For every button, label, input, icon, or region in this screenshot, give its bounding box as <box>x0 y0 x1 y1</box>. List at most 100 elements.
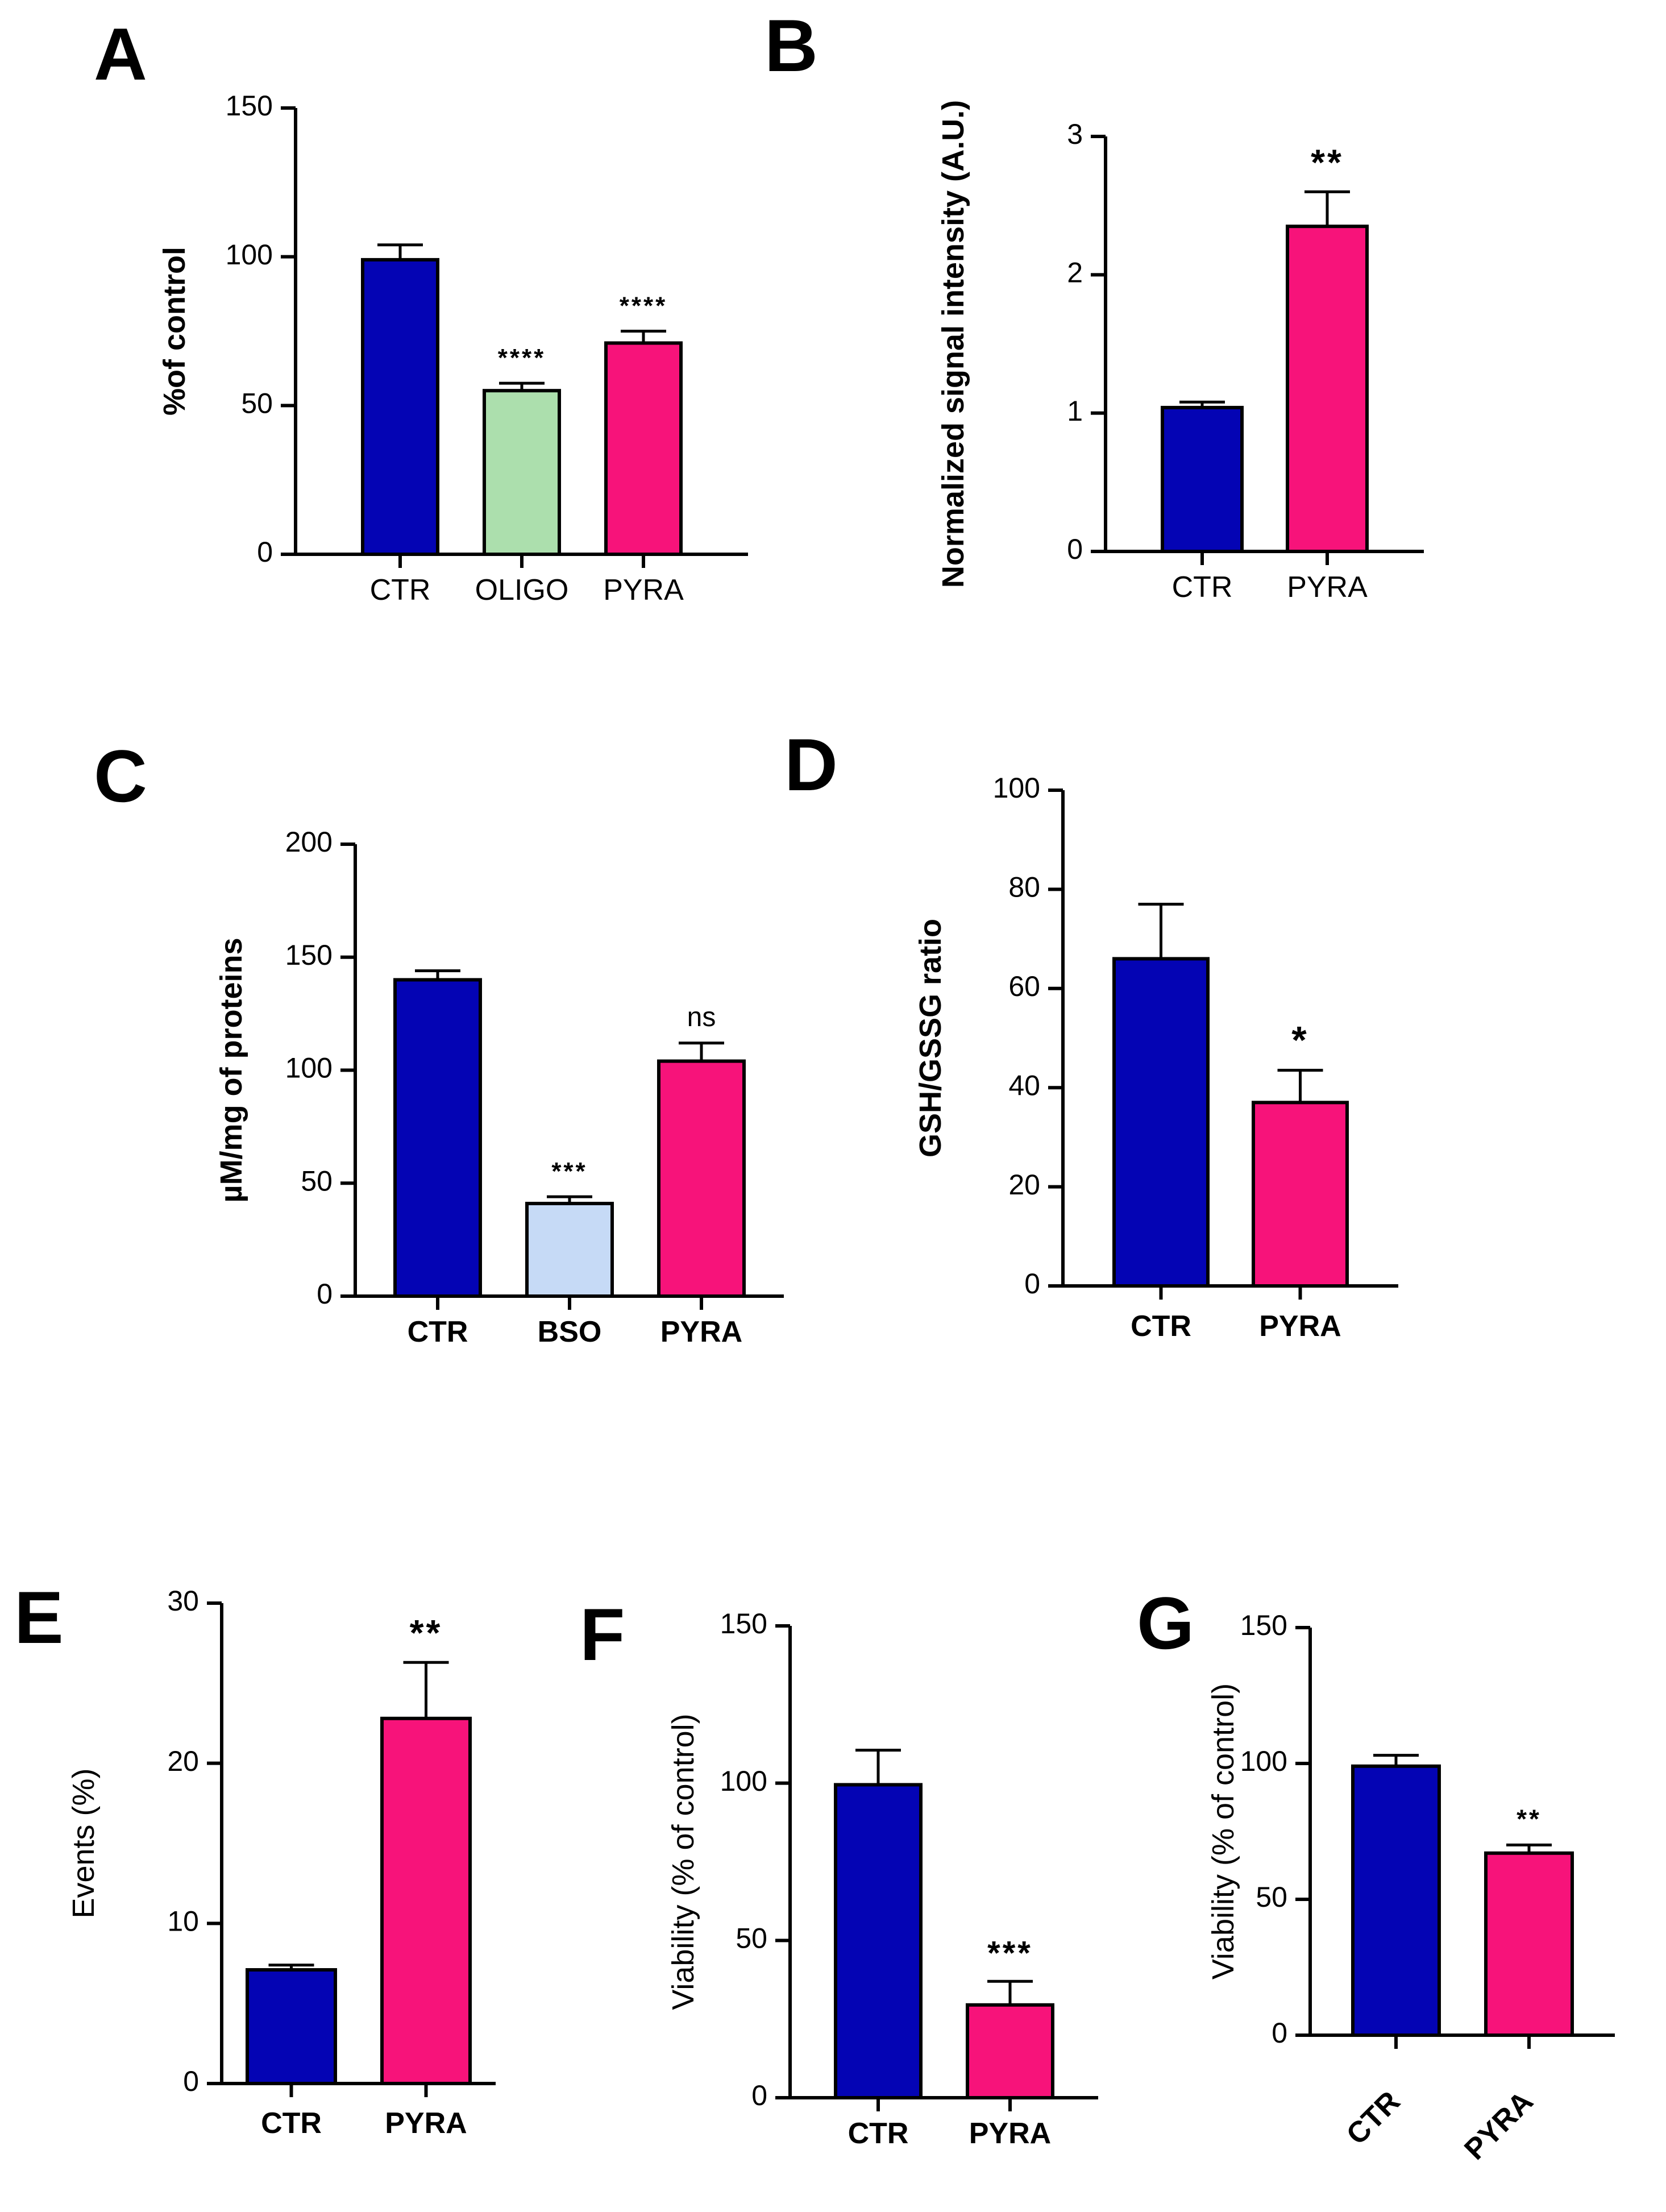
panel-d-category-label: CTR <box>1131 1310 1191 1343</box>
panel-g-y-tick-label: 150 <box>1240 1609 1287 1641</box>
panel-g-y-tick-label: 50 <box>1256 1881 1287 1913</box>
panel-c-bar-bso <box>525 1202 614 1298</box>
panel-a-significance-oligo: **** <box>498 344 546 372</box>
panel-a-category-label: PYRA <box>603 574 684 607</box>
panel-e-letter: E <box>14 1576 64 1659</box>
panel-e-category-label: CTR <box>261 2107 322 2140</box>
panel-d-y-tick-label: 60 <box>1008 970 1040 1002</box>
panel-d-y-tick-label: 100 <box>993 772 1040 804</box>
panel-a-error-bar-oligo <box>499 381 545 391</box>
panel-d-y-tick-label: 80 <box>1008 871 1040 903</box>
panel-d-bar-ctr <box>1112 957 1210 1288</box>
panel-a-y-tick-label: 100 <box>226 239 273 271</box>
panel-d-significance-pyra: * <box>1291 1019 1308 1062</box>
panel-f-y-tick-label: 0 <box>751 2080 767 2111</box>
panel-f-bar-pyra <box>966 2003 1054 2099</box>
panel-g-error-bar-pyra <box>1506 1843 1552 1853</box>
panel-c-error-bar-bso <box>547 1195 592 1204</box>
panel-b-y-tick-label: 0 <box>1067 533 1083 565</box>
panel-f-bar-ctr <box>834 1783 923 2099</box>
panel-f-y-tick-label: 50 <box>736 1923 767 1954</box>
panel-b-bar-pyra <box>1286 225 1369 553</box>
panel-c-error-bar-pyra <box>679 1041 724 1061</box>
panel-b: B 0 1 2 3 Normalized signal intensity (A.U.) C… <box>765 4 1424 604</box>
panel-b-category-label: CTR <box>1172 571 1233 604</box>
panel-c: C 0 50 100 150 200 µM/mg of proteins CTR BSO *** P… <box>94 734 784 1348</box>
panel-d: D 0 20 40 60 80 100 GSH/GSSG ratio CTR PYRA * <box>784 723 1398 1343</box>
panel-e: E 0 10 20 30 Events (%) CTR PYRA ** <box>14 1576 496 2140</box>
panel-f-error-bar-ctr <box>855 1749 901 1785</box>
panel-f-y-tick-label: 150 <box>720 1608 767 1640</box>
panel-g-error-bar-ctr <box>1373 1754 1419 1766</box>
panel-a-significance-pyra: **** <box>620 292 668 320</box>
panel-c-bar-pyra <box>657 1059 746 1298</box>
panel-g-bar-ctr <box>1351 1764 1441 2037</box>
panel-a-letter: A <box>94 13 147 96</box>
panel-g-category-label: PYRA <box>1458 2085 1539 2166</box>
panel-a-category-label: OLIGO <box>475 574 569 607</box>
panel-e-bar-pyra <box>380 1716 472 2086</box>
panel-c-y-tick-label: 50 <box>301 1165 333 1197</box>
panel-f-category-label: CTR <box>848 2117 909 2150</box>
panel-g-significance-pyra: ** <box>1517 1804 1542 1833</box>
panel-b-y-tick-label: 2 <box>1067 257 1083 289</box>
panel-c-category-label: PYRA <box>660 1315 742 1348</box>
panel-e-bar-ctr <box>246 1968 337 2085</box>
panel-g: G 0 50 100 150 Viability (% of control) CTR PYR… <box>1137 1582 1615 2167</box>
panel-c-error-bar-ctr <box>415 969 460 980</box>
panel-e-significance-pyra: ** <box>410 1612 443 1653</box>
panel-e-error-bar-ctr <box>268 1964 314 1970</box>
panel-a-bar-ctr <box>361 258 439 556</box>
panel-f-y-tick-label: 100 <box>720 1765 767 1797</box>
panel-b-letter: B <box>765 4 818 87</box>
panel-f-significance-pyra: *** <box>987 1935 1033 1972</box>
panel-d-y-tick-label: 20 <box>1008 1169 1040 1201</box>
panel-f-y-label: Viability (% of control) <box>666 1713 700 2010</box>
panel-e-category-label: PYRA <box>385 2107 467 2140</box>
panel-c-category-label: CTR <box>408 1315 468 1348</box>
panel-a-error-bar-pyra <box>621 330 666 343</box>
panel-e-y-tick-label: 20 <box>167 1745 199 1777</box>
panel-g-bar-pyra <box>1484 1851 1574 2037</box>
panel-c-letter: C <box>94 734 147 817</box>
panel-d-bar-pyra <box>1252 1101 1349 1288</box>
panel-a-category-label: CTR <box>370 574 431 607</box>
panel-f: F 0 50 100 150 Viability (% of control) CTR PYR… <box>580 1593 1098 2150</box>
panel-c-y-tick-label: 200 <box>285 826 333 858</box>
panel-e-y-label: Events (%) <box>67 1768 101 1918</box>
panel-b-significance-pyra: ** <box>1311 142 1344 182</box>
panel-a-bar-pyra <box>604 341 683 557</box>
panel-a-y-label: %of control <box>157 247 192 416</box>
panel-b-error-bar-pyra <box>1304 190 1350 227</box>
panel-c-significance-bso: *** <box>551 1157 587 1185</box>
panel-c-category-label: BSO <box>538 1315 602 1348</box>
panel-d-y-tick-label: 40 <box>1008 1069 1040 1101</box>
panel-b-y-label: Normalized signal intensity (A.U.) <box>936 100 970 588</box>
panel-b-bar-ctr <box>1161 405 1244 554</box>
panel-a-bar-oligo <box>483 389 561 557</box>
panel-d-category-label: PYRA <box>1259 1310 1341 1343</box>
panel-d-error-bar-pyra <box>1277 1069 1323 1103</box>
panel-e-y-tick-label: 10 <box>167 1906 199 1937</box>
panel-a-error-bar-ctr <box>377 243 423 260</box>
panel-a-y-tick-label: 50 <box>241 388 273 420</box>
panel-f-error-bar-pyra <box>987 1979 1033 2005</box>
panel-c-bar-ctr <box>393 978 482 1298</box>
panel-a: A 0 50 100 150 %of control CTR OLIGO **** PYRA ***… <box>94 13 748 607</box>
panel-c-y-tick-label: 0 <box>317 1278 333 1310</box>
panel-b-error-bar-ctr <box>1179 400 1225 408</box>
panel-g-y-tick-label: 100 <box>1240 1745 1287 1777</box>
panel-e-y-tick-label: 30 <box>167 1585 199 1617</box>
panel-a-y-tick-label: 0 <box>257 536 273 568</box>
panel-d-y-tick-label: 0 <box>1024 1268 1040 1300</box>
panel-b-category-label: PYRA <box>1287 571 1368 604</box>
panel-c-y-tick-label: 100 <box>285 1052 333 1084</box>
panel-e-error-bar-pyra <box>403 1661 449 1719</box>
panel-c-y-label: µM/mg of proteins <box>214 937 248 1202</box>
panel-a-y-tick-label: 150 <box>226 90 273 122</box>
panel-e-y-tick-label: 0 <box>183 2065 199 2097</box>
panel-c-y-tick-label: 150 <box>285 939 333 971</box>
panel-d-letter: D <box>784 723 838 806</box>
panel-d-y-label: GSH/GSSG ratio <box>913 919 948 1157</box>
